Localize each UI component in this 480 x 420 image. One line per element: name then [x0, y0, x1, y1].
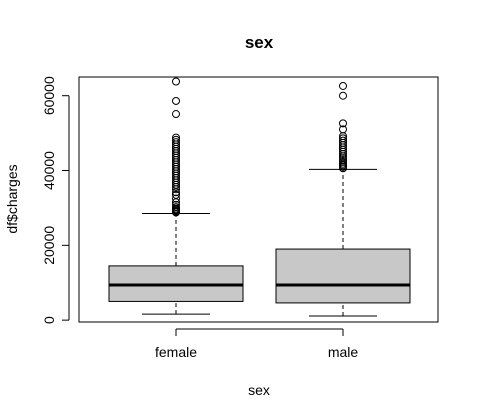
y-axis-label: df$charges [4, 164, 20, 233]
outlier-point [172, 138, 180, 147]
x-tick-label: female [155, 344, 197, 360]
x-axis: female male [155, 328, 359, 360]
chart-title: sex [245, 33, 274, 52]
outlier-point [172, 77, 180, 86]
x-axis-label: sex [248, 382, 270, 398]
iqr-box [275, 248, 411, 304]
outlier-point [339, 119, 347, 128]
y-tick-label: 20000 [41, 226, 57, 265]
outlier-point [339, 125, 347, 134]
y-tick-label: 40000 [41, 151, 57, 190]
outlier-point [339, 91, 347, 100]
y-tick-label: 0 [41, 316, 57, 324]
outlier-point [172, 200, 180, 209]
outlier-point [172, 203, 180, 212]
y-tick-label: 60000 [41, 76, 57, 115]
outlier-point [339, 134, 347, 143]
plot-frame [78, 76, 439, 323]
y-axis: 0 20000 40000 60000 [41, 76, 70, 324]
outlier-point [172, 190, 180, 199]
boxes-group [108, 77, 411, 317]
x-tick-label: male [328, 344, 359, 360]
outlier-point [172, 96, 180, 105]
outlier-point [339, 81, 347, 90]
outlier-point [339, 136, 347, 145]
outlier-point [172, 110, 180, 119]
outlier-point [172, 133, 180, 142]
box-female [108, 77, 244, 315]
outlier-point [172, 194, 180, 203]
box-male [275, 81, 411, 317]
outlier-point [172, 135, 180, 144]
